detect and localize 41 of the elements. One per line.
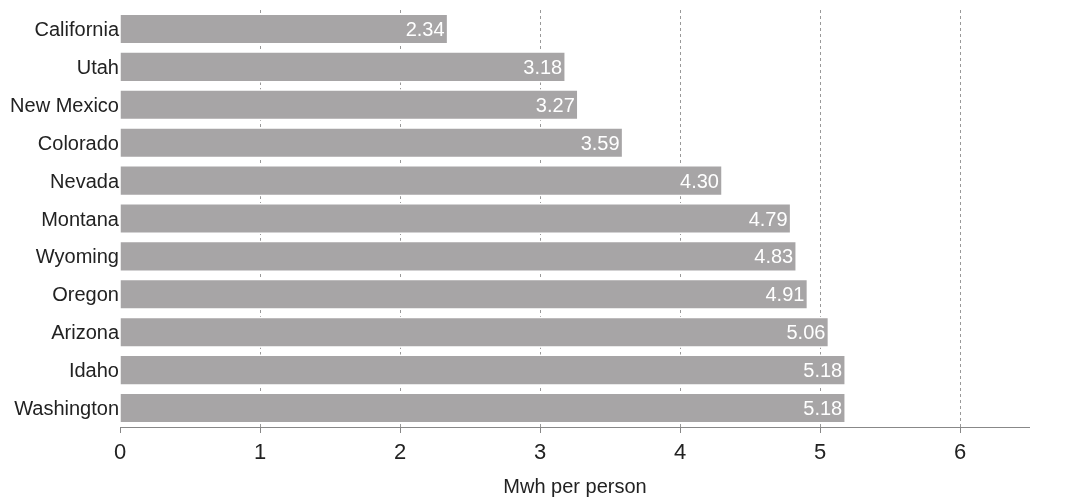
data-label: 4.91 — [765, 283, 805, 306]
y-tick-label: Colorado — [37, 131, 119, 154]
y-tick-label: New Mexico — [10, 93, 119, 116]
x-tick-label: 0 — [113, 439, 127, 465]
y-tick-label: Montana — [41, 207, 120, 230]
data-label: 4.83 — [754, 245, 794, 268]
y-tick-label: Arizona — [51, 321, 120, 344]
x-tick-label: 2 — [393, 439, 407, 465]
data-label: 2.34 — [405, 17, 445, 40]
y-tick-label: Utah — [76, 55, 119, 78]
x-tick-label: 4 — [673, 439, 687, 465]
y-tick-label: Idaho — [68, 359, 119, 382]
y-tick-label: California — [34, 17, 120, 40]
bar — [120, 165, 723, 197]
data-label: 3.18 — [523, 55, 563, 78]
x-tick-label: 3 — [533, 439, 547, 465]
x-axis-title: Mwh per person — [503, 474, 647, 497]
x-tick-label: 1 — [253, 439, 267, 465]
data-label: 3.27 — [535, 93, 575, 116]
data-label: 4.30 — [680, 169, 719, 192]
bar — [120, 316, 830, 348]
y-tick-label: Wyoming — [35, 245, 119, 268]
bar — [120, 127, 624, 159]
y-tick-label: Oregon — [52, 283, 119, 306]
bar — [120, 278, 809, 310]
bar — [120, 240, 797, 272]
y-tick-label: Washington — [14, 397, 119, 420]
data-label: 4.79 — [748, 207, 788, 230]
data-label: 5.18 — [803, 359, 843, 382]
data-label: 5.18 — [803, 397, 843, 420]
bar — [120, 354, 846, 386]
x-tick-label: 6 — [953, 439, 967, 465]
data-label: 3.59 — [580, 131, 620, 154]
x-tick-label: 5 — [813, 439, 827, 465]
y-tick-label: Nevada — [50, 169, 120, 192]
bar — [120, 13, 449, 45]
bar — [120, 392, 846, 424]
bar — [120, 89, 579, 121]
bar — [120, 202, 792, 235]
bar — [120, 51, 566, 83]
data-label: 5.06 — [786, 321, 826, 344]
